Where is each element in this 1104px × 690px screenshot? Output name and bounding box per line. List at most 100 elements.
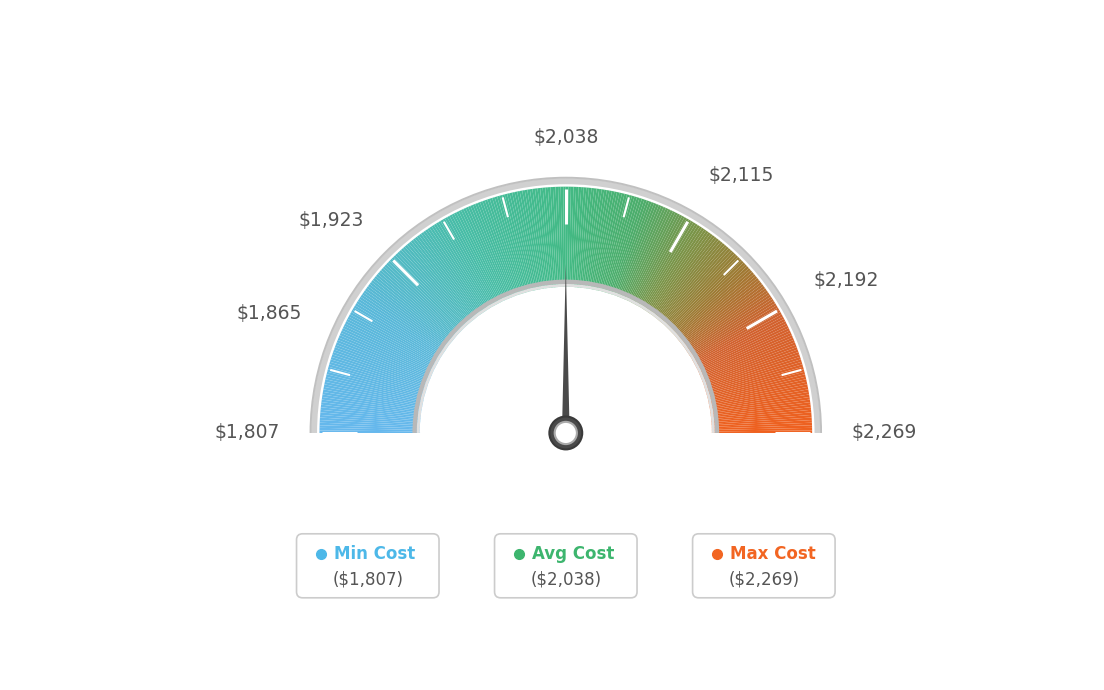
Wedge shape	[597, 193, 622, 292]
Wedge shape	[395, 253, 467, 328]
Wedge shape	[530, 189, 546, 290]
Wedge shape	[392, 257, 465, 331]
Wedge shape	[320, 413, 422, 422]
Wedge shape	[445, 217, 496, 307]
Wedge shape	[664, 252, 734, 327]
Wedge shape	[321, 402, 422, 416]
Wedge shape	[675, 270, 752, 338]
Wedge shape	[468, 206, 510, 300]
Wedge shape	[492, 197, 524, 295]
Wedge shape	[702, 350, 798, 385]
Wedge shape	[321, 404, 422, 418]
Wedge shape	[710, 417, 811, 426]
Wedge shape	[701, 342, 796, 381]
Wedge shape	[532, 188, 548, 289]
Wedge shape	[352, 308, 442, 360]
FancyBboxPatch shape	[495, 534, 637, 598]
Wedge shape	[460, 209, 506, 302]
Wedge shape	[702, 352, 799, 387]
Wedge shape	[655, 238, 719, 319]
Wedge shape	[331, 355, 428, 388]
Wedge shape	[637, 218, 689, 308]
Wedge shape	[710, 413, 811, 422]
Wedge shape	[688, 301, 775, 357]
Wedge shape	[411, 240, 476, 320]
Wedge shape	[612, 199, 647, 296]
Wedge shape	[702, 347, 797, 384]
Text: Min Cost: Min Cost	[333, 545, 415, 563]
Wedge shape	[625, 208, 668, 302]
Circle shape	[550, 417, 582, 449]
Wedge shape	[322, 395, 423, 412]
Wedge shape	[709, 397, 810, 413]
Wedge shape	[335, 345, 431, 382]
Wedge shape	[565, 186, 569, 288]
Wedge shape	[573, 187, 582, 288]
Wedge shape	[705, 369, 805, 397]
Wedge shape	[605, 196, 635, 294]
Wedge shape	[558, 187, 563, 288]
Wedge shape	[676, 272, 754, 339]
Wedge shape	[323, 387, 424, 407]
Wedge shape	[449, 215, 499, 305]
Wedge shape	[507, 193, 533, 293]
Wedge shape	[668, 259, 742, 332]
Wedge shape	[510, 193, 534, 292]
Wedge shape	[329, 362, 427, 393]
Wedge shape	[328, 366, 426, 395]
Wedge shape	[592, 190, 612, 290]
Wedge shape	[678, 276, 757, 342]
Wedge shape	[596, 192, 619, 292]
Wedge shape	[320, 420, 421, 427]
Wedge shape	[681, 284, 764, 346]
Wedge shape	[528, 189, 544, 290]
Wedge shape	[390, 259, 464, 332]
Wedge shape	[413, 238, 477, 319]
Wedge shape	[538, 188, 551, 289]
Wedge shape	[405, 245, 473, 324]
Wedge shape	[309, 177, 822, 433]
Wedge shape	[367, 286, 449, 348]
Wedge shape	[311, 178, 820, 433]
Wedge shape	[646, 228, 704, 313]
Wedge shape	[417, 284, 714, 433]
Wedge shape	[408, 241, 475, 322]
Circle shape	[554, 422, 577, 444]
Wedge shape	[690, 306, 778, 359]
Wedge shape	[452, 213, 500, 304]
Wedge shape	[319, 425, 421, 430]
Wedge shape	[677, 274, 755, 341]
Wedge shape	[583, 188, 596, 289]
Wedge shape	[705, 366, 804, 395]
Wedge shape	[338, 337, 433, 378]
Wedge shape	[440, 219, 493, 308]
Wedge shape	[693, 315, 783, 364]
Wedge shape	[622, 206, 664, 300]
Wedge shape	[473, 204, 512, 299]
Wedge shape	[687, 297, 773, 354]
Text: $2,038: $2,038	[533, 128, 598, 147]
Wedge shape	[614, 200, 649, 297]
Wedge shape	[420, 287, 712, 433]
Wedge shape	[688, 299, 774, 355]
Wedge shape	[710, 415, 811, 424]
Wedge shape	[645, 226, 702, 313]
Wedge shape	[365, 288, 448, 349]
Wedge shape	[709, 389, 809, 408]
Wedge shape	[572, 187, 578, 288]
Wedge shape	[660, 246, 729, 324]
Wedge shape	[319, 431, 421, 433]
Wedge shape	[611, 199, 645, 295]
Wedge shape	[381, 268, 458, 337]
Wedge shape	[456, 211, 502, 303]
Wedge shape	[699, 337, 794, 378]
Text: $1,807: $1,807	[214, 424, 279, 442]
Wedge shape	[319, 186, 813, 433]
Wedge shape	[319, 428, 421, 431]
Wedge shape	[708, 382, 807, 404]
Wedge shape	[502, 195, 530, 293]
Wedge shape	[376, 274, 455, 341]
Wedge shape	[710, 407, 811, 420]
Wedge shape	[403, 246, 471, 324]
Wedge shape	[359, 297, 445, 354]
